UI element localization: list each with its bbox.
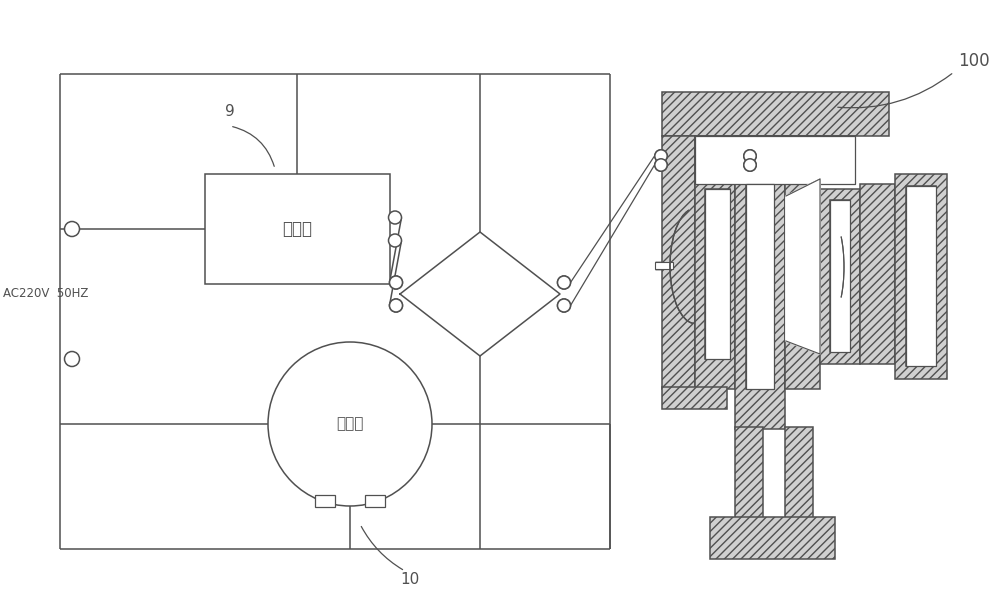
Bar [895, 174, 947, 379]
Bar [735, 136, 785, 429]
FancyArrowPatch shape [233, 126, 274, 166]
Bar [906, 186, 936, 366]
Circle shape [64, 351, 80, 367]
Circle shape [388, 234, 402, 247]
Text: 9: 9 [225, 104, 235, 119]
Bar [315, 495, 335, 507]
Circle shape [268, 342, 432, 506]
Circle shape [390, 276, 402, 289]
Bar [820, 189, 860, 364]
Bar [746, 184, 774, 389]
Bar [710, 517, 835, 559]
Bar [785, 427, 813, 519]
Bar [705, 189, 730, 359]
Circle shape [558, 299, 570, 312]
Bar [695, 184, 735, 389]
Circle shape [388, 211, 402, 224]
FancyArrowPatch shape [838, 74, 952, 108]
Bar [695, 136, 855, 184]
Bar [662, 387, 727, 409]
Bar [655, 262, 673, 269]
Text: 压缩机: 压缩机 [336, 416, 364, 432]
Polygon shape [786, 179, 820, 354]
Text: 100: 100 [958, 52, 990, 70]
Bar [662, 136, 695, 389]
Bar [662, 92, 889, 136]
Bar [746, 184, 774, 389]
Circle shape [744, 150, 756, 162]
Circle shape [64, 222, 80, 236]
Bar [830, 200, 850, 352]
Circle shape [744, 150, 756, 162]
Circle shape [655, 159, 667, 171]
Bar [365, 495, 385, 507]
Circle shape [390, 276, 402, 289]
Circle shape [558, 276, 570, 289]
Bar [830, 200, 850, 352]
Circle shape [390, 299, 402, 312]
Bar [785, 136, 820, 389]
Bar [695, 136, 855, 184]
Circle shape [655, 159, 667, 171]
Bar [906, 186, 936, 366]
Bar [205, 174, 390, 284]
Bar [735, 427, 763, 519]
Circle shape [390, 299, 402, 312]
Circle shape [655, 150, 667, 162]
Text: 10: 10 [400, 572, 420, 587]
Circle shape [744, 159, 756, 171]
Text: AC220V  50HZ: AC220V 50HZ [3, 287, 88, 300]
Bar [860, 184, 895, 364]
Polygon shape [786, 179, 820, 354]
Bar [705, 189, 730, 359]
Circle shape [558, 276, 570, 289]
Circle shape [655, 150, 667, 162]
Text: 温控器: 温控器 [282, 220, 312, 238]
Circle shape [558, 299, 570, 312]
Circle shape [744, 159, 756, 171]
FancyArrowPatch shape [361, 526, 403, 570]
